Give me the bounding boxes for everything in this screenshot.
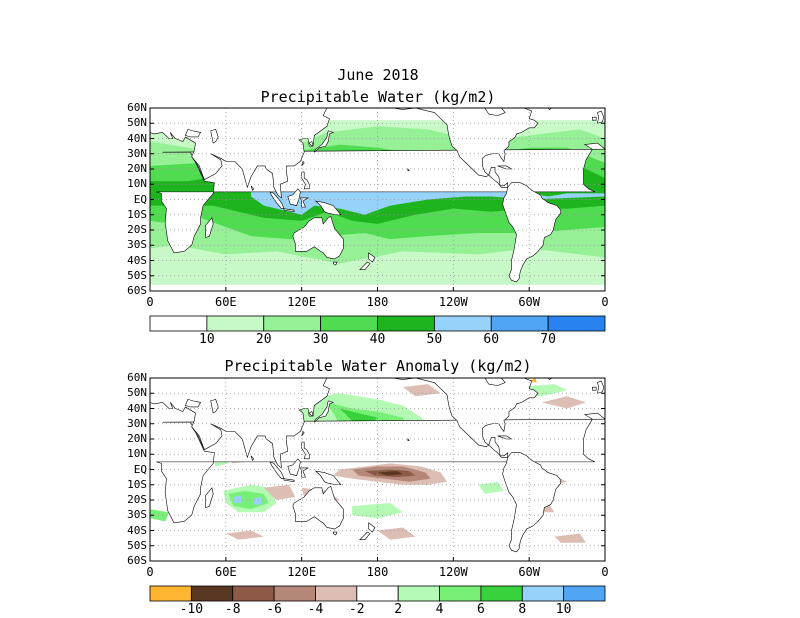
colorbar-swatch (433, 315, 492, 332)
lat-label: EQ (133, 192, 147, 206)
colorbar-label: 20 (255, 332, 272, 347)
lon-label: 120E (287, 295, 317, 309)
colorbar-label: 8 (518, 602, 527, 617)
colorbar-swatch (149, 315, 208, 332)
lat-label: 40S (127, 253, 147, 267)
lat-label: 40S (127, 523, 147, 537)
lat-label: 20N (127, 162, 147, 175)
colorbar-swatch (263, 315, 322, 332)
lat-label: 20N (127, 432, 147, 445)
colorbar-label: -6 (266, 602, 282, 617)
lat-label: 50N (127, 116, 147, 130)
colorbar-swatch (273, 585, 316, 602)
lat-label: 60S (127, 284, 147, 297)
lat-label: 30S (127, 238, 147, 252)
lon-label: 60E (214, 295, 237, 309)
colorbar-swatch (490, 315, 549, 332)
colorbar-swatch (521, 585, 565, 602)
panel2-map (149, 377, 606, 562)
colorbar-swatch (320, 315, 378, 332)
lon-label: 120W (438, 295, 468, 309)
lat-label: 10N (127, 447, 147, 461)
colorbar-label: -10 (179, 602, 204, 617)
colorbar-label: 2 (394, 602, 403, 617)
colorbar-label: 6 (476, 602, 485, 617)
lat-label: 20S (127, 493, 147, 506)
colorbar-label: -2 (348, 602, 365, 617)
lat-label: 10N (127, 177, 147, 191)
colorbar-swatch (397, 585, 440, 602)
colorbar-swatch (315, 585, 358, 602)
lon-label: 0 (601, 565, 609, 579)
lon-label: 60W (518, 565, 540, 579)
colorbar-label: 60 (483, 332, 500, 347)
lon-label: 60E (214, 565, 237, 579)
lat-label: 40N (127, 131, 147, 145)
lon-label: 120E (287, 565, 317, 579)
panel1-title: Precipitable Water (kg/m2) (260, 88, 496, 106)
panel1-map (149, 107, 606, 292)
colorbar-swatch (190, 585, 234, 602)
colorbar-swatch (232, 585, 275, 602)
lat-label: 30N (127, 146, 147, 160)
colorbar-swatch (563, 585, 606, 602)
lat-label: 30S (127, 508, 147, 522)
colorbar-label: 4 (435, 602, 444, 617)
panel2-title: Precipitable Water Anomaly (kg/m2) (224, 357, 532, 375)
lon-label: 60W (518, 295, 540, 309)
lon-label: 120W (438, 565, 468, 579)
colorbar-swatch (206, 315, 265, 332)
lat-label: 30N (127, 416, 147, 430)
panel1-colorbar (149, 315, 606, 332)
colorbar-label: -8 (224, 602, 241, 617)
lat-label: 40N (127, 401, 147, 415)
lon-label: 180 (366, 565, 389, 579)
lat-label: 50S (127, 538, 147, 552)
lat-label: 60N (127, 371, 147, 384)
colorbar-label: 10 (555, 602, 572, 617)
lon-label: 0 (601, 295, 609, 309)
lon-label: 0 (146, 295, 154, 309)
lat-label: 20S (127, 223, 147, 236)
colorbar-label: -4 (307, 602, 324, 617)
colorbar-label: 50 (426, 332, 443, 347)
colorbar-swatch (480, 585, 523, 602)
colorbar-swatch (547, 315, 606, 332)
lat-label: EQ (133, 462, 147, 476)
lon-label: 0 (146, 565, 154, 579)
lat-label: 10S (127, 477, 147, 491)
colorbar-swatch (356, 585, 399, 602)
lat-label: 60N (127, 101, 147, 114)
colorbar-label: 10 (199, 332, 215, 347)
figure-title: June 2018 (337, 66, 419, 84)
colorbar-label: 40 (369, 332, 386, 347)
lat-label: 10S (127, 207, 147, 221)
colorbar-label: 30 (312, 332, 329, 347)
colorbar-label: 70 (540, 332, 556, 347)
lat-label: 60S (127, 554, 147, 567)
lat-label: 50N (127, 386, 147, 400)
colorbar-swatch (377, 315, 435, 332)
panel2-colorbar (149, 585, 606, 602)
colorbar-swatch (439, 585, 482, 602)
colorbar-swatch (149, 585, 192, 602)
lon-label: 180 (366, 295, 389, 309)
lat-label: 50S (127, 268, 147, 282)
